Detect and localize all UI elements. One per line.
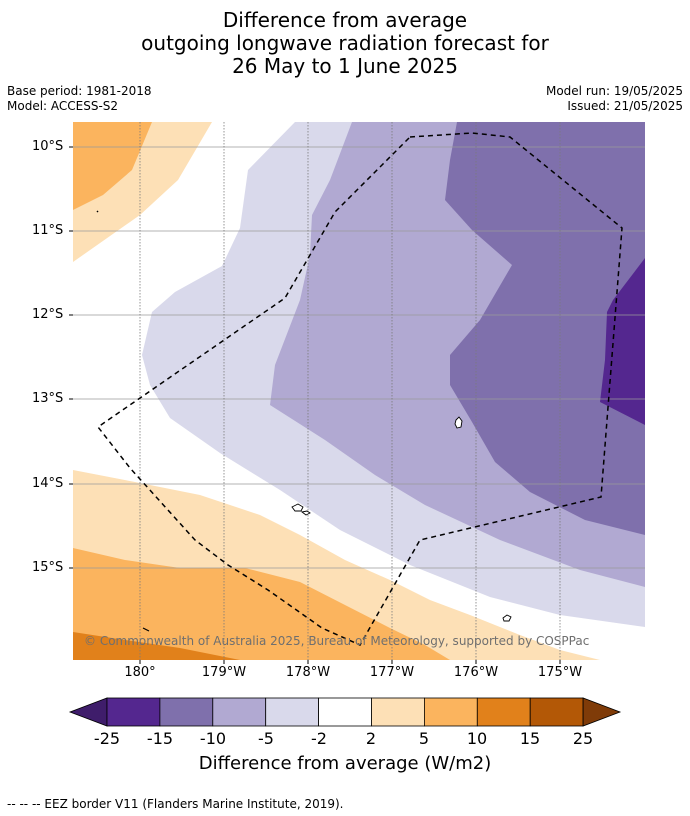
title-line-1: Difference from average xyxy=(222,8,468,32)
lat-gridlines xyxy=(73,146,645,569)
colorbar-segment xyxy=(318,697,372,727)
island-rotuma xyxy=(96,210,99,213)
colorbar-tick-label: 10 xyxy=(466,729,488,748)
lat-label-14s: 14°S xyxy=(32,476,64,491)
colorbar-segment xyxy=(159,697,214,727)
title-line-2: outgoing longwave radiation forecast for xyxy=(141,31,549,55)
colorbar-tick-label: -15 xyxy=(146,729,174,748)
eez-border xyxy=(96,132,623,646)
anomaly-neg-15-25 xyxy=(600,258,645,425)
anomaly-pos-10-15-south xyxy=(73,632,240,660)
colorbar-segment xyxy=(371,697,425,727)
meta-left: Base period: 1981-2018 Model: ACCESS-S2 xyxy=(7,84,152,114)
colorbar-segment xyxy=(212,697,267,727)
lat-label-10s: 10°S xyxy=(32,139,64,154)
colorbar-tick-label: 15 xyxy=(519,729,541,748)
model-name: Model: ACCESS-S2 xyxy=(7,99,119,113)
eez-legend-note: -- -- -- EEZ border V11 (Flanders Marine… xyxy=(7,797,344,811)
island-alofi xyxy=(300,510,311,516)
issued-date: Issued: 21/05/2025 xyxy=(567,99,683,113)
colorbar-tick-label: -10 xyxy=(199,729,227,748)
colorbar-tick-label: 25 xyxy=(572,729,594,748)
lon-label-178w: 178°W xyxy=(285,665,331,680)
anomaly-pos-5-10-south xyxy=(73,548,450,660)
islands xyxy=(96,210,512,632)
lon-label-177w: 177°W xyxy=(369,665,415,680)
colorbar-tick-label: -25 xyxy=(93,729,121,748)
copyright-notice: © Commonwealth of Australia 2025, Bureau… xyxy=(84,634,590,648)
colorbar-tick-label: -2 xyxy=(311,729,327,748)
tick-marks xyxy=(69,146,561,664)
base-period: Base period: 1981-2018 xyxy=(7,84,152,98)
model-run: Model run: 19/05/2025 xyxy=(545,84,683,98)
island-small-south xyxy=(142,627,150,632)
anomaly-pos-5-10-nw xyxy=(73,122,152,210)
lat-label-12s: 12°S xyxy=(32,307,64,322)
lon-label-175w: 175°W xyxy=(537,665,583,680)
map-fields xyxy=(73,122,645,660)
colorbar-segment xyxy=(423,697,478,727)
lat-label-11s: 11°S xyxy=(32,223,64,238)
anomaly-neg-10-15 xyxy=(445,122,645,535)
colorbar-tick-label: 2 xyxy=(365,729,377,748)
colorbar-segment xyxy=(265,697,320,727)
colorbar-segment xyxy=(106,697,161,727)
colorbar-segment xyxy=(529,697,584,727)
meta-right: Model run: 19/05/2025 Issued: 21/05/2025 xyxy=(546,84,683,114)
title-line-3: 26 May to 1 June 2025 xyxy=(232,54,458,78)
lon-label-179w: 179°W xyxy=(201,665,247,680)
colorbar-extend-max xyxy=(582,697,622,727)
lon-label-180: 180° xyxy=(124,665,156,680)
colorbar-tick-label: -5 xyxy=(258,729,274,748)
lon-gridlines xyxy=(139,122,561,660)
colorbar-title: Difference from average (W/m2) xyxy=(198,753,492,774)
colorbar xyxy=(68,697,622,727)
colorbar-segment xyxy=(476,697,531,727)
lon-label-176w: 176°W xyxy=(453,665,499,680)
colorbar-tick-label: 5 xyxy=(418,729,430,748)
lat-label-15s: 15°S xyxy=(32,560,64,575)
island-wallis xyxy=(454,416,463,429)
island-niuafoou xyxy=(502,614,512,622)
lat-label-13s: 13°S xyxy=(32,391,64,406)
colorbar-extend-min xyxy=(68,697,108,727)
island-futuna xyxy=(291,503,304,512)
